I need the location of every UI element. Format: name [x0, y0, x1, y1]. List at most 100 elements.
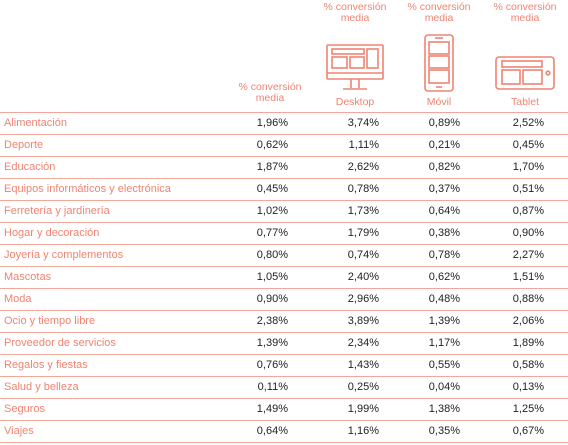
- row-value-movil: 0,48%: [428, 293, 460, 305]
- row-value-movil: 0,04%: [428, 381, 460, 393]
- row-value-movil: 0,21%: [428, 139, 460, 151]
- row-value-movil: 0,55%: [428, 359, 460, 371]
- row-value-tablet: 2,27%: [512, 249, 544, 261]
- row-value-overall: 0,62%: [256, 139, 288, 151]
- desktop-monitor-icon: [326, 44, 384, 90]
- header-tablet-line2: media: [510, 12, 540, 24]
- row-value-desktop: 1,16%: [347, 425, 379, 437]
- table-row: Joyería y complementos 0,80% 0,74% 0,78% 2,2…: [0, 245, 568, 267]
- row-value-movil: 1,17%: [428, 337, 460, 349]
- row-value-tablet: 1,25%: [512, 403, 544, 415]
- row-value-overall: 0,11%: [257, 381, 288, 393]
- row-value-movil: 0,37%: [428, 183, 460, 195]
- row-value-desktop: 2,96%: [347, 293, 379, 305]
- header-overall-line1: % conversión: [238, 81, 302, 93]
- header-movil-line2: media: [424, 12, 454, 24]
- row-value-tablet: 1,51%: [512, 271, 544, 283]
- row-value-movil: 0,78%: [428, 249, 460, 261]
- row-value-tablet: 0,90%: [512, 227, 544, 239]
- table-row: Deporte 0,62% 1,11% 0,21% 0,45%: [0, 135, 568, 157]
- row-value-desktop: 3,74%: [347, 117, 379, 129]
- mobile-phone-icon: [424, 34, 454, 92]
- row-value-tablet: 0,67%: [512, 425, 544, 437]
- row-value-tablet: 0,13%: [512, 381, 544, 393]
- header-tablet-line1: % conversión: [493, 1, 557, 13]
- row-label: Mascotas: [4, 271, 52, 283]
- header-overall: % conversión media: [230, 82, 310, 104]
- row-label: Ferretería y jardinería: [4, 205, 110, 217]
- table-row: Seguros 1,49% 1,99% 1,38% 1,25%: [0, 399, 568, 421]
- table-row: Salud y belleza 0,11% 0,25% 0,04% 0,13%: [0, 377, 568, 399]
- device-label-tablet: Tablet: [510, 96, 540, 108]
- row-value-overall: 1,39%: [256, 337, 288, 349]
- row-value-overall: 1,05%: [256, 271, 288, 283]
- row-value-desktop: 2,40%: [347, 271, 379, 283]
- header-desktop: % conversión media: [315, 2, 395, 24]
- device-label-movil: Móvil: [426, 96, 452, 108]
- row-value-overall: 1,87%: [256, 161, 288, 173]
- row-value-movil: 0,38%: [428, 227, 460, 239]
- row-value-movil: 0,35%: [428, 425, 460, 437]
- row-value-desktop: 2,34%: [347, 337, 379, 349]
- row-label: Salud y belleza: [4, 381, 79, 393]
- table-row: Proveedor de servicios 1,39% 2,34% 1,17% 1,8…: [0, 333, 568, 355]
- row-label: Alimentación: [4, 117, 67, 129]
- header-desktop-line1: % conversión: [323, 1, 387, 13]
- row-label: Hogar y decoración: [4, 227, 100, 239]
- row-label: Educación: [4, 161, 56, 173]
- row-value-desktop: 1,79%: [347, 227, 379, 239]
- row-value-desktop: 1,73%: [347, 205, 379, 217]
- conversion-table: Alimentación 1,96% 3,74% 0,89% 2,52% Deporte 0…: [0, 112, 568, 443]
- table-row: Educación 1,87% 2,62% 0,82% 1,70%: [0, 157, 568, 179]
- row-value-tablet: 1,89%: [512, 337, 544, 349]
- row-value-overall: 1,49%: [256, 403, 288, 415]
- tablet-icon: [495, 56, 555, 90]
- table-row: Moda 0,90% 2,96% 0,48% 0,88%: [0, 289, 568, 311]
- table-row: Alimentación 1,96% 3,74% 0,89% 2,52%: [0, 112, 568, 135]
- header-desktop-line2: media: [340, 12, 370, 24]
- row-value-tablet: 2,52%: [512, 117, 544, 129]
- header-tablet: % conversión media: [485, 2, 565, 24]
- row-value-tablet: 2,06%: [512, 315, 544, 327]
- row-value-movil: 0,82%: [428, 161, 460, 173]
- table-row: Viajes 0,64% 1,16% 0,35% 0,67%: [0, 421, 568, 443]
- header-movil: % conversión media: [399, 2, 479, 24]
- row-label: Regalos y fiestas: [4, 359, 88, 371]
- table-row: Regalos y fiestas 0,76% 1,43% 0,55% 0,58%: [0, 355, 568, 377]
- row-label: Deporte: [4, 139, 44, 151]
- row-value-tablet: 0,87%: [512, 205, 544, 217]
- row-value-overall: 0,76%: [256, 359, 288, 371]
- row-value-tablet: 1,70%: [512, 161, 544, 173]
- row-value-desktop: 1,11%: [348, 139, 379, 151]
- device-label-desktop: Desktop: [335, 96, 375, 108]
- row-label: Moda: [4, 293, 32, 305]
- row-label: Equipos informáticos y electrónica: [4, 183, 171, 195]
- table-row: Hogar y decoración 0,77% 1,79% 0,38% 0,90%: [0, 223, 568, 245]
- row-value-overall: 1,02%: [256, 205, 288, 217]
- table-row: Ocio y tiempo libre 2,38% 3,89% 1,39% 2,06%: [0, 311, 568, 333]
- row-value-tablet: 0,51%: [512, 183, 544, 195]
- table-row: Ferretería y jardinería 1,02% 1,73% 0,64% 0,…: [0, 201, 568, 223]
- row-value-movil: 0,89%: [428, 117, 460, 129]
- table-row: Equipos informáticos y electrónica 0,45% 0…: [0, 179, 568, 201]
- row-label: Proveedor de servicios: [4, 337, 116, 349]
- row-value-desktop: 0,25%: [347, 381, 379, 393]
- table-row: Mascotas 1,05% 2,40% 0,62% 1,51%: [0, 267, 568, 289]
- row-value-overall: 0,77%: [256, 227, 288, 239]
- row-value-desktop: 2,62%: [347, 161, 379, 173]
- row-value-overall: 1,96%: [256, 117, 288, 129]
- row-value-desktop: 3,89%: [347, 315, 379, 327]
- row-value-tablet: 0,88%: [512, 293, 544, 305]
- row-value-overall: 0,64%: [256, 425, 288, 437]
- row-value-movil: 1,39%: [428, 315, 460, 327]
- row-label: Viajes: [4, 425, 34, 437]
- row-value-tablet: 0,45%: [512, 139, 544, 151]
- row-value-desktop: 1,43%: [347, 359, 379, 371]
- row-value-overall: 0,90%: [256, 293, 288, 305]
- header-overall-line2: media: [255, 92, 285, 104]
- row-value-movil: 0,64%: [428, 205, 460, 217]
- row-value-movil: 0,62%: [428, 271, 460, 283]
- row-value-overall: 2,38%: [256, 315, 288, 327]
- row-value-tablet: 0,58%: [512, 359, 544, 371]
- header-movil-line1: % conversión: [407, 1, 471, 13]
